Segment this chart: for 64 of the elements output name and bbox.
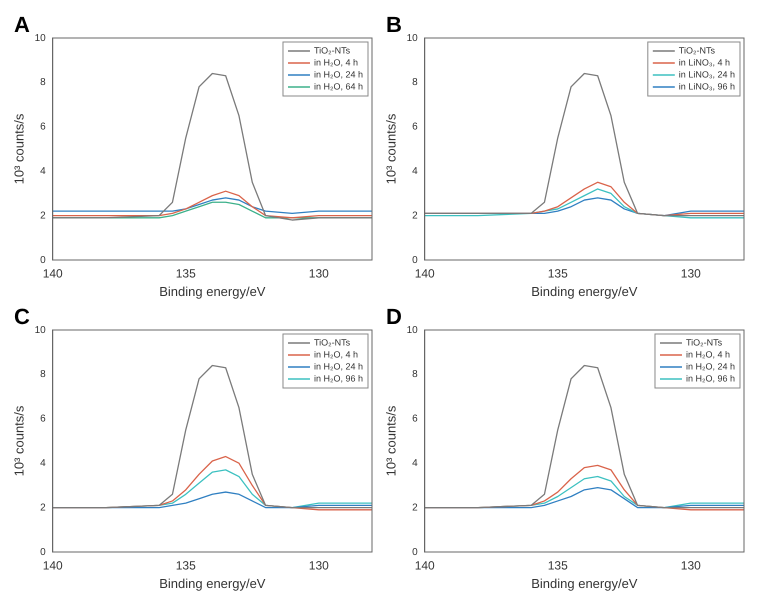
y-tick-label: 8 (40, 369, 46, 380)
legend-label: TiO₂-NTs (314, 45, 351, 56)
y-tick-label: 10 (406, 324, 418, 336)
y-tick-label: 10 (34, 32, 46, 44)
y-tick-label: 10 (406, 32, 418, 44)
y-tick-label: 2 (40, 210, 46, 222)
y-axis-title: 10³ counts/s (11, 405, 26, 476)
y-axis-title: 10³ counts/s (383, 113, 398, 184)
legend-label: in H₂O, 96 h (314, 373, 364, 384)
y-tick-label: 6 (412, 414, 418, 425)
y-tick-label: 6 (40, 414, 46, 425)
legend-label: in H₂O, 4 h (314, 57, 358, 68)
y-axis-title: 10³ counts/s (383, 405, 398, 476)
y-tick-label: 4 (412, 166, 418, 177)
x-tick-label: 135 (548, 558, 568, 573)
y-tick-label: 2 (412, 210, 418, 222)
x-tick-label: 140 (414, 266, 436, 281)
legend-label: in H₂O, 24 h (686, 361, 736, 372)
chart-title: A (14, 12, 30, 38)
x-axis-title: Binding energy/eV (159, 576, 266, 591)
legend-label: in H₂O, 24 h (314, 69, 364, 80)
legend-label: in H₂O, 4 h (314, 349, 358, 360)
x-axis-title: Binding energy/eV (531, 284, 638, 299)
x-tick-label: 140 (414, 558, 436, 573)
legend-label: in LiNO₃, 96 h (678, 81, 736, 92)
y-tick-label: 2 (412, 502, 418, 514)
legend-label: in LiNO₃, 24 h (678, 69, 736, 80)
legend-label: TiO₂-NTs (678, 45, 716, 56)
y-axis-title: 10³ counts/s (11, 113, 26, 184)
y-tick-label: 8 (40, 77, 46, 88)
legend-label: in H₂O, 4 h (686, 349, 730, 360)
y-tick-label: 0 (412, 254, 418, 266)
y-tick-label: 2 (40, 502, 46, 514)
y-tick-label: 4 (40, 166, 46, 177)
x-tick-label: 130 (680, 266, 702, 281)
y-tick-label: 4 (40, 458, 46, 469)
chart-title: C (14, 304, 30, 330)
y-tick-label: 0 (40, 546, 46, 558)
x-axis-title: Binding energy/eV (531, 576, 638, 591)
legend-label: TiO₂-NTs (314, 337, 351, 348)
legend-label: in H₂O, 24 h (314, 361, 364, 372)
x-tick-label: 135 (176, 558, 196, 573)
y-tick-label: 0 (412, 546, 418, 558)
x-tick-label: 140 (42, 266, 64, 281)
x-tick-label: 130 (680, 558, 702, 573)
y-tick-label: 0 (40, 254, 46, 266)
y-tick-label: 6 (412, 122, 418, 133)
y-tick-label: 8 (412, 77, 418, 88)
legend-label: in H₂O, 64 h (314, 81, 364, 92)
x-tick-label: 140 (42, 558, 64, 573)
x-tick-label: 130 (308, 266, 330, 281)
x-axis-title: Binding energy/eV (159, 284, 266, 299)
y-tick-label: 4 (412, 458, 418, 469)
legend-label: in H₂O, 96 h (686, 373, 736, 384)
chart-title: B (386, 12, 402, 38)
legend-label: in LiNO₃, 4 h (678, 57, 730, 68)
chart-title: D (386, 304, 402, 330)
y-tick-label: 10 (34, 324, 46, 336)
x-tick-label: 135 (176, 266, 196, 281)
y-tick-label: 8 (412, 369, 418, 380)
x-tick-label: 135 (548, 266, 568, 281)
y-tick-label: 6 (40, 122, 46, 133)
legend-label: TiO₂-NTs (686, 337, 723, 348)
x-tick-label: 130 (308, 558, 330, 573)
